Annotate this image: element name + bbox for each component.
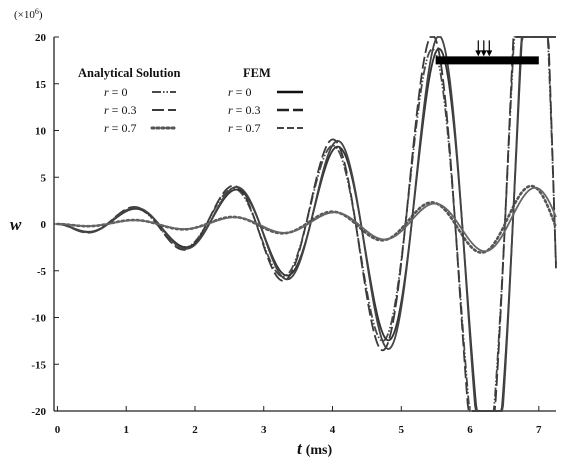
y-multiplier-label: (×106): [14, 7, 43, 22]
legend-title-analytical: Analytical Solution: [78, 66, 180, 80]
legend-label-analytical-r03: r = 0.3: [104, 103, 136, 117]
x-tick-label: 5: [399, 424, 405, 436]
load-arrow-icon: [475, 50, 482, 57]
y-axis-label: w: [10, 215, 22, 234]
load-indicator: [435, 40, 539, 65]
y-tick-label: 20: [35, 32, 47, 44]
legend-title-fem: FEM: [243, 66, 271, 80]
legend-label-fem-r07: r = 0.7: [228, 121, 260, 135]
legend-label-analytical-r0: r = 0: [104, 85, 127, 99]
legend-label-fem-r03: r = 0.3: [228, 103, 260, 117]
load-arrow-icon: [480, 50, 487, 57]
series-line-fem-r-0-3: [57, 36, 556, 412]
x-tick-label: 0: [55, 424, 61, 436]
x-tick-label: 1: [123, 424, 129, 436]
series-line-fem-r-0-7: [57, 186, 557, 253]
legend: Analytical Solution FEM r = 0 r = 0.3 r …: [78, 66, 303, 135]
load-arrow-icon: [486, 50, 493, 57]
y-tick-label: -20: [31, 406, 46, 418]
y-tick-label: -5: [37, 266, 47, 278]
axes: 20 15 10 5 0 -5 -10 -15 -20 0 1 2 3 4 5 6 7: [31, 32, 556, 436]
x-axis-label: t (ms): [297, 439, 333, 458]
y-tick-label: 10: [35, 126, 47, 138]
y-tick-label: 0: [41, 219, 47, 231]
x-tick-label: 7: [536, 424, 542, 436]
x-tick-label: 4: [330, 424, 336, 436]
y-tick-label: -15: [31, 359, 46, 371]
series-line-analytical-r-0-3: [57, 36, 557, 412]
y-tick-label: -10: [31, 313, 46, 325]
legend-label-analytical-r07: r = 0.7: [104, 121, 136, 135]
load-bar: [435, 56, 539, 65]
y-tick-label: 15: [35, 79, 47, 91]
x-tick-label: 3: [261, 424, 267, 436]
x-tick-label: 6: [467, 424, 473, 436]
legend-label-fem-r0: r = 0: [228, 85, 251, 99]
x-tick-label: 2: [192, 424, 198, 436]
plot-area: [56, 36, 558, 412]
y-tick-label: 5: [41, 172, 47, 184]
